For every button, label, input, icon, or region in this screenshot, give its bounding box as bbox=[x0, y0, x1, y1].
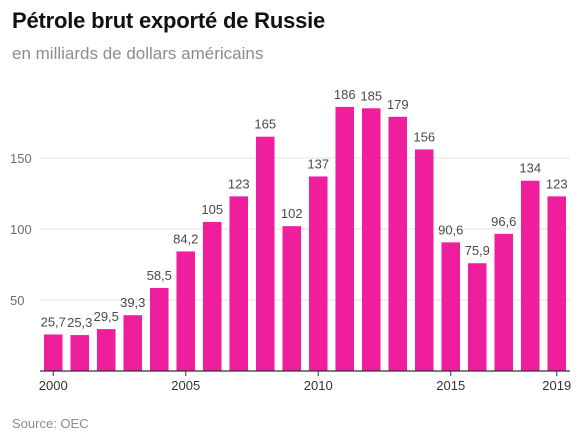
bar-2012 bbox=[361, 108, 381, 372]
bar-2018 bbox=[520, 180, 540, 371]
data-label-2002: 29,5 bbox=[94, 309, 119, 324]
data-label-2008: 165 bbox=[254, 117, 276, 132]
data-label-2010: 137 bbox=[307, 156, 329, 171]
data-label-2006: 105 bbox=[201, 202, 223, 217]
data-label-2014: 156 bbox=[413, 129, 435, 144]
data-label-2011: 186 bbox=[334, 87, 356, 102]
chart-subtitle: en milliards de dollars américains bbox=[12, 44, 264, 63]
data-label-2019: 123 bbox=[546, 176, 568, 191]
y-tick-label: 100 bbox=[10, 222, 32, 237]
data-label-2007: 123 bbox=[228, 176, 250, 191]
bar-2007 bbox=[229, 196, 249, 371]
bar-2000 bbox=[43, 334, 63, 371]
data-label-2000: 25,7 bbox=[41, 315, 66, 330]
y-tick-label: 50 bbox=[10, 293, 24, 308]
data-label-2003: 39,3 bbox=[120, 295, 145, 310]
x-tick-label: 2015 bbox=[436, 378, 465, 393]
x-tick-label: 2005 bbox=[171, 378, 200, 393]
data-label-2004: 58,5 bbox=[147, 268, 172, 283]
data-label-2009: 102 bbox=[281, 206, 303, 221]
x-tick-label: 2010 bbox=[304, 378, 333, 393]
chart-title: Pétrole brut exporté de Russie bbox=[12, 8, 326, 33]
bar-2017 bbox=[494, 233, 514, 371]
data-label-2005: 84,2 bbox=[173, 231, 198, 246]
bar-2015 bbox=[441, 242, 461, 371]
bar-2004 bbox=[149, 287, 169, 371]
bar-2008 bbox=[255, 136, 275, 371]
bar-2010 bbox=[308, 176, 328, 371]
bar-2003 bbox=[123, 315, 143, 371]
bar-2019 bbox=[547, 196, 567, 371]
source-note: Source: OEC bbox=[12, 416, 89, 431]
data-label-2016: 75,9 bbox=[465, 243, 490, 258]
x-tick-label: 2000 bbox=[39, 378, 68, 393]
bar-2014 bbox=[414, 149, 434, 371]
bar-2016 bbox=[467, 263, 487, 371]
bar-2002 bbox=[96, 329, 116, 371]
bar-2011 bbox=[335, 106, 355, 371]
bar-2001 bbox=[70, 335, 90, 371]
bar-2009 bbox=[282, 226, 302, 371]
bar-2013 bbox=[388, 116, 408, 371]
y-tick-label: 150 bbox=[10, 151, 32, 166]
bar-2005 bbox=[176, 251, 196, 371]
data-label-2018: 134 bbox=[519, 161, 541, 176]
data-label-2001: 25,3 bbox=[67, 315, 92, 330]
data-label-2012: 185 bbox=[360, 88, 382, 103]
data-label-2017: 96,6 bbox=[491, 214, 516, 229]
data-label-2015: 90,6 bbox=[438, 222, 463, 237]
data-label-2013: 179 bbox=[387, 97, 409, 112]
bar-2006 bbox=[202, 221, 222, 371]
x-tick-label: 2019 bbox=[542, 378, 571, 393]
